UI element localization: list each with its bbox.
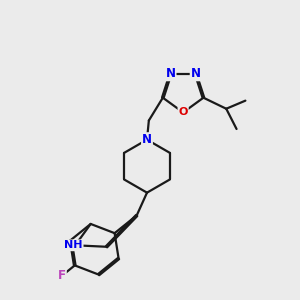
Text: N: N bbox=[142, 133, 152, 146]
Text: NH: NH bbox=[64, 240, 83, 250]
Text: F: F bbox=[58, 269, 66, 282]
Text: N: N bbox=[166, 67, 176, 80]
Text: O: O bbox=[178, 107, 188, 118]
Text: N: N bbox=[191, 67, 201, 80]
